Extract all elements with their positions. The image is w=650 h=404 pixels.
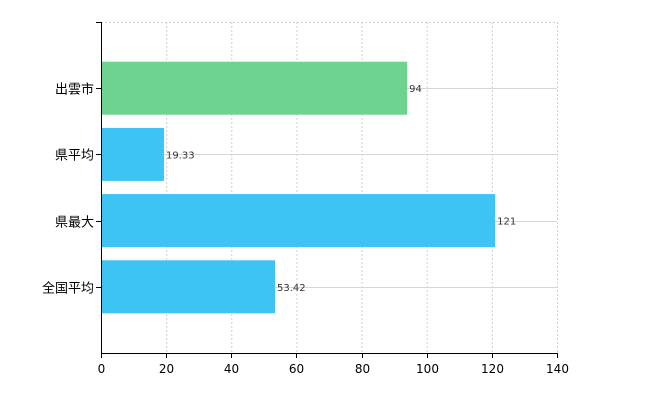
x-tick-label: 0 (98, 362, 106, 376)
bar-value-label: 19.33 (166, 150, 195, 161)
bar-value-label: 94 (409, 84, 422, 95)
y-tick-label: 県最大 (55, 216, 94, 231)
bar-2 (101, 194, 496, 248)
x-tick-label: 40 (224, 362, 239, 376)
x-tick-label: 20 (159, 362, 174, 376)
bar-3 (101, 260, 275, 314)
x-tick-label: 100 (416, 362, 439, 376)
bar-0 (101, 61, 408, 115)
axes (96, 22, 558, 358)
y-tick-label: 出雲市 (55, 82, 94, 98)
x-tick-label: 140 (546, 362, 569, 376)
y-tick-label: 全国平均 (42, 281, 94, 297)
bar-1 (101, 127, 164, 181)
y-tick-label: 県平均 (55, 149, 94, 164)
x-tick-label: 60 (289, 362, 304, 376)
bars (101, 61, 496, 314)
x-tick-label: 80 (355, 362, 370, 376)
x-tick-label: 120 (481, 362, 504, 376)
bar-value-label: 121 (497, 217, 516, 228)
bar-value-label: 53.42 (277, 283, 306, 294)
